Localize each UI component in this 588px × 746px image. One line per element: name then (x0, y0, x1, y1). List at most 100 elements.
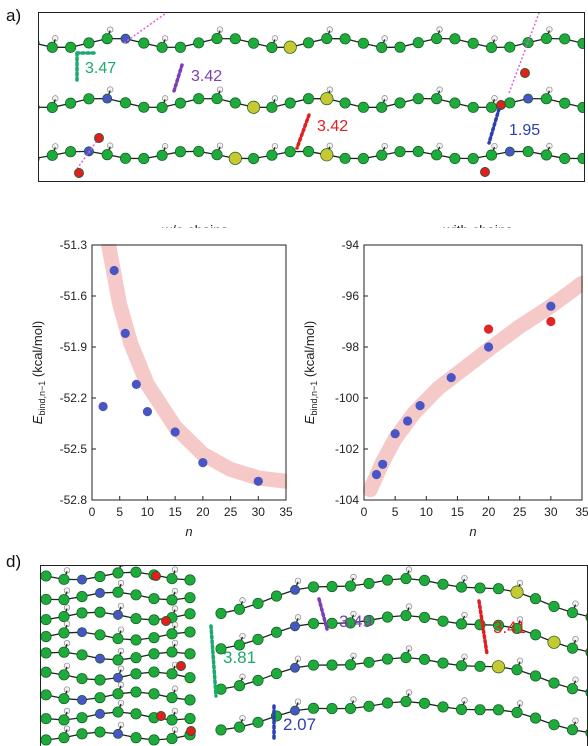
carbon-atom (512, 707, 522, 717)
carbon-atom (271, 591, 281, 601)
carbon-atom (131, 652, 141, 662)
data-point-blue (391, 429, 400, 438)
carbon-atom (578, 38, 584, 48)
carbon-atom (382, 654, 392, 664)
carbon-atom (41, 648, 51, 658)
x-tick-label: 35 (575, 505, 588, 519)
x-tick-label: 0 (361, 505, 368, 519)
carbon-atom (382, 612, 392, 622)
carbon-atom (468, 102, 478, 112)
carbon-atom (113, 689, 123, 699)
carbon-atom (450, 34, 460, 44)
y-tick-label: -51.3 (60, 238, 88, 252)
carbon-atom (340, 34, 350, 44)
plot-frame (364, 245, 582, 500)
carbon-atom (149, 593, 159, 603)
y-tick-label: -94 (342, 238, 360, 252)
carbon-atom (253, 598, 263, 608)
carbon-atom (456, 582, 466, 592)
carbon-atom (248, 153, 258, 163)
carbon-atom (41, 690, 51, 700)
oxygen-atom (480, 167, 489, 176)
carbon-atom (303, 38, 313, 48)
carbon-atom (157, 42, 167, 52)
carbon-atom (322, 33, 332, 43)
carbon-atom (167, 573, 177, 583)
carbon-atom (41, 594, 51, 604)
carbon-atom (59, 647, 69, 657)
carbon-atom (285, 146, 295, 156)
nitrogen-atom (505, 147, 514, 156)
carbon-atom (77, 729, 87, 739)
carbon-atom (95, 571, 105, 581)
nitrogen-atom (103, 94, 112, 103)
carbon-atom (308, 582, 318, 592)
carbon-atom (567, 725, 577, 735)
data-point-blue (378, 460, 387, 469)
carbon-atom (549, 601, 559, 611)
x-tick-label: 30 (252, 505, 266, 519)
carbon-atom (345, 660, 355, 670)
sulfur-atom (511, 586, 523, 598)
carbon-atom (438, 702, 448, 712)
carbon-atom (175, 98, 185, 108)
carbon-atom (59, 732, 69, 742)
carbon-atom (234, 722, 244, 732)
x-tick-label: 35 (279, 505, 293, 519)
carbon-atom (586, 612, 587, 622)
data-point-red (484, 325, 493, 334)
carbon-atom (327, 660, 337, 670)
carbon-atom (413, 38, 423, 48)
carbon-atom (59, 670, 69, 680)
carbon-atom (530, 671, 540, 681)
carbon-atom (59, 594, 69, 604)
carbon-atom (486, 102, 496, 112)
carbon-atom (505, 98, 515, 108)
x-tick-label: 5 (116, 505, 123, 519)
data-point-blue (171, 427, 180, 436)
contact-line (211, 626, 216, 696)
carbon-atom (530, 594, 540, 604)
carbon-atom (216, 725, 226, 735)
x-tick-label: 30 (544, 505, 558, 519)
oxygen-atom (74, 168, 83, 177)
carbon-atom (59, 574, 69, 584)
nitrogen-atom (290, 706, 299, 715)
carbon-atom (267, 150, 277, 160)
carbon-atom (560, 98, 570, 108)
carbon-atom (340, 98, 350, 108)
carbon-atom (438, 616, 448, 626)
carbon-atom (401, 573, 411, 583)
carbon-atom (493, 705, 503, 715)
carbon-atom (560, 34, 570, 44)
carbon-atom (84, 94, 94, 104)
carbon-atom (401, 696, 411, 706)
oxygen-atom (156, 711, 165, 720)
carbon-atom (234, 681, 244, 691)
data-point-blue (254, 477, 263, 486)
carbon-atom (567, 607, 577, 617)
panel-label-a: a) (6, 6, 21, 26)
carbon-atom (567, 643, 577, 653)
carbon-atom (113, 633, 123, 643)
carbon-atom (167, 715, 177, 725)
carbon-atom (47, 150, 57, 160)
carbon-atom (47, 42, 57, 52)
carbon-atom (185, 672, 195, 682)
carbon-atom (131, 669, 141, 679)
carbon-atom (113, 568, 123, 578)
y-tick-label: -52.8 (60, 493, 88, 507)
carbon-atom (185, 627, 195, 637)
carbon-atom (512, 665, 522, 675)
data-point-red (546, 317, 555, 326)
x-tick-label: 10 (141, 505, 155, 519)
carbon-atom (77, 650, 87, 660)
carbon-atom (102, 33, 112, 43)
carbon-atom (308, 660, 318, 670)
carbon-atom (358, 153, 368, 163)
distance-label: 3.49 (339, 612, 372, 631)
x-tick-label: 0 (89, 505, 96, 519)
carbon-atom (113, 655, 123, 665)
nitrogen-atom (290, 622, 299, 631)
y-tick-label: -102 (335, 442, 359, 456)
